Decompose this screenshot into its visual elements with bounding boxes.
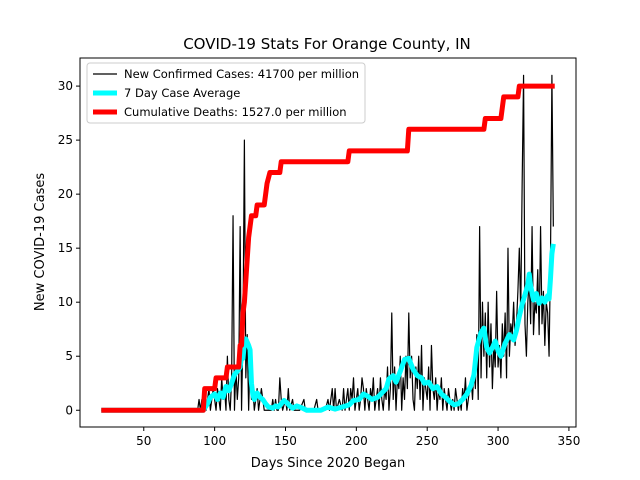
- x-tick-label: 150: [274, 434, 297, 448]
- x-tick-label: 350: [557, 434, 580, 448]
- series-cumulative-deaths-line: [101, 83, 555, 413]
- series-layer: [101, 74, 556, 413]
- legend-box: [86, 62, 366, 124]
- x-tick-label: 50: [136, 434, 151, 448]
- x-tick-label: 300: [487, 434, 510, 448]
- plot-frame: [79, 57, 577, 428]
- x-axis-label: Days Since 2020 Began: [251, 456, 406, 471]
- legend-label-average: 7 Day Case Average: [124, 86, 240, 100]
- y-axis-label: New COVID-19 Cases: [33, 173, 48, 311]
- y-tick-label: 5: [65, 349, 73, 363]
- series-7-day-average-line: [101, 243, 556, 413]
- chart-title: COVID-19 Stats For Orange County, IN: [183, 35, 471, 53]
- y-tick-label: 10: [58, 295, 73, 309]
- x-tick-label: 250: [416, 434, 439, 448]
- y-tick-label: 20: [58, 187, 73, 201]
- legend-label-deaths: Cumulative Deaths: 1527.0 per million: [124, 105, 347, 119]
- y-tick-label: 30: [58, 79, 73, 93]
- y-tick-label: 25: [58, 133, 73, 147]
- x-axis-ticks: 50 100 150 200 250 300 350: [136, 427, 580, 448]
- y-axis-ticks: 0 5 10 15 20 25 30: [58, 79, 80, 417]
- y-tick-label: 15: [58, 241, 73, 255]
- legend-label-cases: New Confirmed Cases: 41700 per million: [124, 67, 359, 81]
- x-tick-label: 200: [345, 434, 368, 448]
- legend: New Confirmed Cases: 41700 per million 7…: [86, 62, 366, 124]
- x-tick-label: 100: [203, 434, 226, 448]
- y-tick-label: 0: [65, 403, 73, 417]
